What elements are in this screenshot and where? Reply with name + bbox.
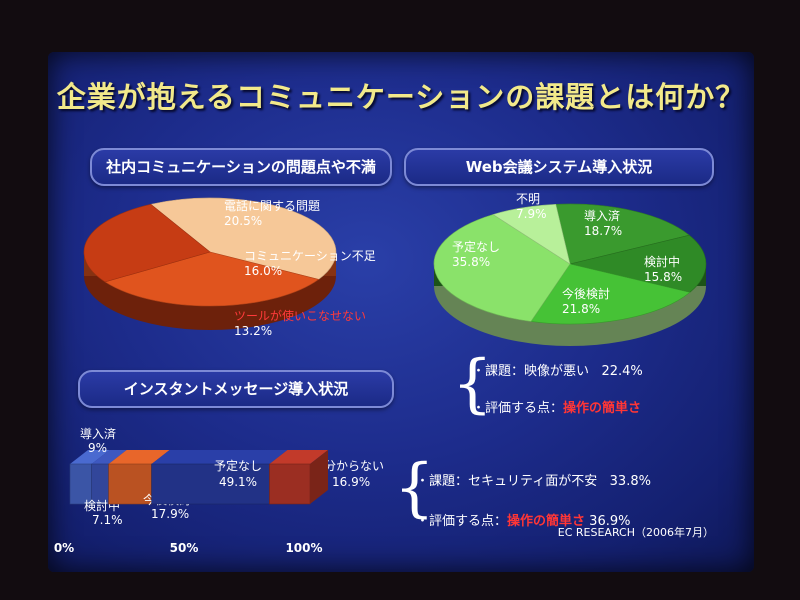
source-credit: EC RESEARCH（2006年7月） (557, 526, 714, 539)
pie-label-1-0: 導入済 (584, 208, 620, 223)
x-tick-1: 50% (170, 541, 199, 555)
pie-value-1-1: 15.8% (644, 270, 682, 284)
note-value: 22.4% (601, 364, 643, 379)
bar-label-4: 分からない (324, 459, 384, 473)
pie-slice-1-1 (569, 234, 707, 293)
pie-slice-0-2 (83, 203, 211, 283)
pie-value-1-3: 35.8% (452, 255, 490, 269)
im-chart-title: インスタントメッセージ導入状況 (78, 370, 394, 408)
note-prefix: ・評価する点： (472, 401, 564, 416)
pie-label-1-1: 検討中 (644, 254, 680, 269)
pie-slice-1-2 (530, 263, 691, 325)
bar-top-4 (269, 450, 328, 464)
pie-slice-1-4 (492, 204, 571, 265)
bar-top-3 (151, 450, 288, 464)
bar-value-3: 49.1% (219, 475, 257, 489)
slide: 企業が抱えるコミュニケーションの課題とは何か？ 社内コミュニケーションの問題点や… (48, 52, 754, 572)
bar-segment-4 (269, 463, 311, 505)
im-notes-brace: { (394, 451, 435, 525)
bar-segment-3 (151, 463, 270, 505)
pie-slice-1-0 (555, 203, 690, 265)
note-value: 36.9% (589, 514, 631, 529)
note-prefix: ・評価する点： (416, 514, 508, 529)
bar-label-3: 予定なし (214, 458, 262, 473)
pie-label-1-3: 予定なし (452, 239, 500, 254)
x-tick-2: 100% (285, 541, 322, 555)
bar-segment-1 (91, 463, 109, 505)
web-conf-note-merit: ・評価する点：操作の簡単さ (472, 397, 641, 416)
pie-value-1-2: 21.8% (562, 302, 600, 316)
pie-slice-0-1 (104, 251, 320, 307)
bar-value-1: 7.1% (92, 513, 123, 527)
note-text: セキュリティ面が不安 (468, 474, 598, 489)
bar-value-4: 16.9% (332, 475, 370, 489)
pie-slice-1-3 (433, 214, 571, 322)
pie-value-0-0: 20.5% (224, 214, 262, 228)
web-conf-notes-brace: { (452, 347, 493, 421)
note-prefix: ・課題： (416, 474, 469, 489)
bar-end-face (310, 450, 328, 504)
bar-top-1 (91, 450, 127, 464)
pie-slice-0-0 (150, 197, 337, 280)
pie-label-1-4: 不明 (516, 192, 540, 206)
note-prefix: ・課題： (472, 364, 525, 379)
pie-value-1-0: 18.7% (584, 224, 622, 238)
bar-value-2: 17.9% (151, 507, 189, 521)
note-highlight: 操作の簡単さ (563, 401, 642, 416)
pie-label-0-2: ツールが使いこなせない (234, 308, 366, 323)
bar-segment-2 (108, 463, 152, 505)
note-value: 33.8% (609, 474, 651, 489)
pie-value-0-1: 16.0% (244, 264, 282, 278)
bar-top-0 (70, 450, 110, 464)
pie-label-0-1: コミュニケーション不足 (244, 249, 376, 263)
bar-value-0: 9% (88, 441, 107, 455)
bar-label-0: 導入済 (80, 426, 116, 441)
bar-top-2 (108, 450, 170, 464)
x-tick-0: 0% (54, 541, 74, 555)
im-note-issue: ・課題：セキュリティ面が不安 33.8% (416, 470, 651, 489)
note-highlight: 操作の簡単さ (507, 514, 586, 529)
im-note-merit: ・評価する点：操作の簡単さ 36.9% (416, 510, 630, 529)
slide-title: 企業が抱えるコミュニケーションの課題とは何か？ (56, 80, 746, 114)
internal-comm-chart-title: 社内コミュニケーションの問題点や不満 (90, 148, 392, 186)
pie-value-0-2: 13.2% (234, 324, 272, 338)
pie-label-1-2: 今後検討 (562, 286, 610, 301)
bar-segment-0 (69, 463, 92, 505)
pie-value-1-4: 7.9% (516, 207, 547, 221)
note-text: 映像が悪い (524, 364, 590, 379)
pie-label-0-0: 電話に関する問題 (224, 198, 320, 213)
web-conf-chart-title: Web会議システム導入状況 (404, 148, 714, 186)
web-conf-note-issue: ・課題：映像が悪い 22.4% (472, 360, 643, 379)
